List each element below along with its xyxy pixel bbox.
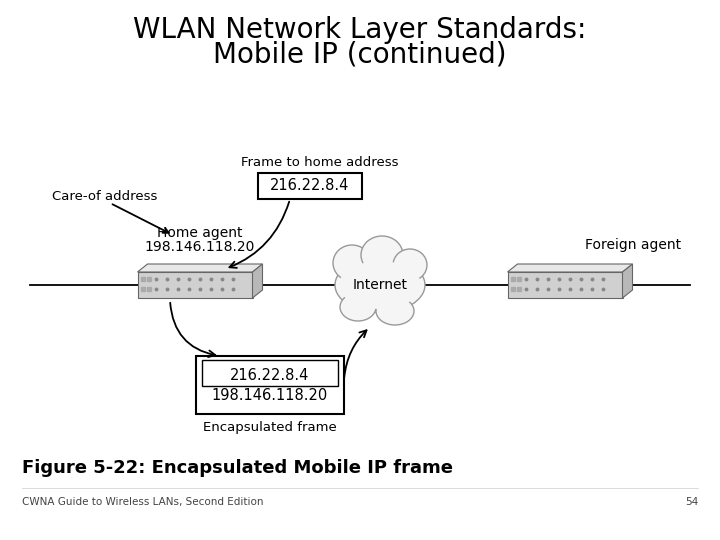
Ellipse shape (339, 261, 421, 309)
Polygon shape (253, 264, 263, 298)
Text: 216.22.8.4: 216.22.8.4 (230, 368, 310, 382)
Ellipse shape (335, 258, 425, 313)
Text: 198.146.118.20: 198.146.118.20 (212, 388, 328, 402)
Text: Foreign agent: Foreign agent (585, 238, 681, 252)
FancyBboxPatch shape (508, 272, 623, 298)
Polygon shape (508, 264, 632, 272)
Text: Frame to home address: Frame to home address (241, 157, 399, 170)
Text: 216.22.8.4: 216.22.8.4 (270, 178, 350, 192)
FancyBboxPatch shape (202, 360, 338, 386)
Text: CWNA Guide to Wireless LANs, Second Edition: CWNA Guide to Wireless LANs, Second Edit… (22, 497, 264, 507)
Text: Internet: Internet (353, 278, 408, 292)
Polygon shape (138, 264, 263, 272)
Text: 54: 54 (685, 497, 698, 507)
Text: Figure 5-22: Encapsulated Mobile IP frame: Figure 5-22: Encapsulated Mobile IP fram… (22, 459, 453, 477)
Text: Encapsulated frame: Encapsulated frame (203, 422, 337, 435)
Text: Mobile IP (continued): Mobile IP (continued) (213, 40, 507, 68)
Text: Care-of address: Care-of address (52, 191, 158, 204)
Ellipse shape (361, 236, 403, 274)
FancyArrowPatch shape (344, 330, 366, 377)
FancyArrowPatch shape (230, 201, 289, 268)
FancyArrowPatch shape (170, 303, 215, 357)
Ellipse shape (393, 249, 427, 281)
Ellipse shape (333, 245, 371, 281)
Text: 198.146.118.20: 198.146.118.20 (145, 240, 255, 254)
FancyBboxPatch shape (258, 173, 362, 199)
FancyBboxPatch shape (196, 356, 344, 414)
Text: WLAN Network Layer Standards:: WLAN Network Layer Standards: (133, 16, 587, 44)
Polygon shape (623, 264, 632, 298)
FancyBboxPatch shape (138, 272, 253, 298)
Text: Home agent: Home agent (157, 226, 243, 240)
Ellipse shape (340, 293, 376, 321)
Ellipse shape (376, 297, 414, 325)
